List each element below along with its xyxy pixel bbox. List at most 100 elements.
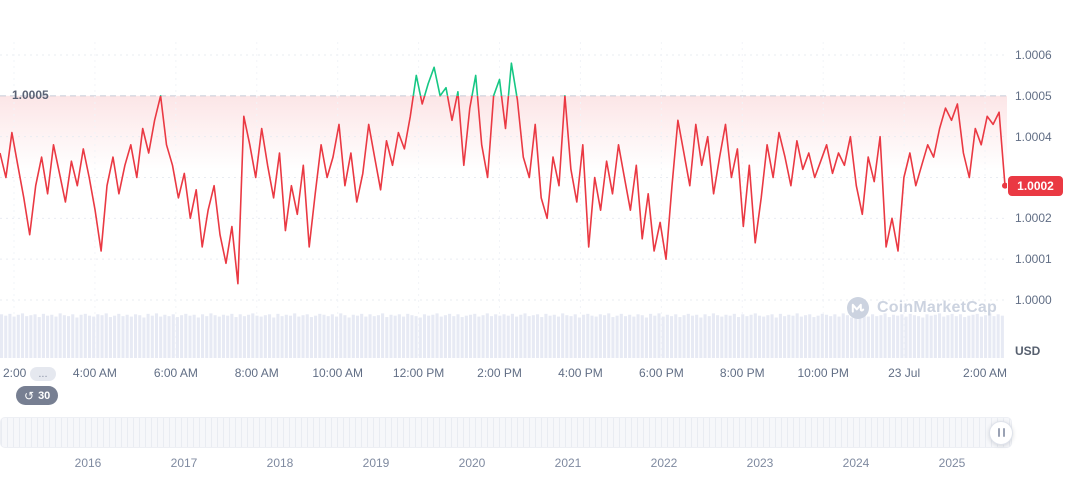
volume-bar (477, 316, 481, 358)
volume-bar (510, 313, 514, 358)
volume-bar (812, 317, 816, 358)
volume-bar (649, 313, 653, 358)
x-axis-label: 6:00 AM (153, 366, 198, 380)
volume-bar (297, 316, 301, 358)
volume-bar (364, 316, 368, 358)
volume-bar (611, 317, 615, 358)
volume-bar (908, 313, 912, 358)
volume-bar (988, 313, 992, 358)
volume-bar (79, 314, 83, 358)
volume-bar (992, 316, 996, 358)
volume-bar (711, 313, 715, 358)
x-axis-label: 8:00 PM (719, 366, 765, 380)
volume-bar (619, 313, 623, 358)
volume-bar (644, 317, 648, 358)
volume-bar (950, 313, 954, 358)
timeline-year-label[interactable]: 2020 (458, 456, 486, 470)
volume-bar (925, 314, 929, 358)
volume-bar (766, 315, 770, 358)
volume-bar (896, 315, 900, 358)
history-badge[interactable]: ↺ 30 (16, 386, 59, 405)
truncated-label-chip: ... (30, 367, 56, 381)
volume-bar (816, 315, 820, 358)
timeline-year-label[interactable]: 2019 (362, 456, 390, 470)
handle-grip-bar (1002, 428, 1005, 437)
volume-bar (175, 317, 179, 358)
volume-bar (762, 316, 766, 358)
volume-bar (845, 315, 849, 358)
volume-bar (963, 317, 967, 358)
volume-bar (887, 317, 891, 358)
volume-bar (661, 316, 665, 358)
timeline-year-label[interactable]: 2025 (938, 456, 966, 470)
timeline-year-label[interactable]: 2018 (266, 456, 294, 470)
volume-bar (448, 313, 452, 358)
timeline-year-label[interactable]: 2022 (650, 456, 678, 470)
volume-bar (125, 314, 129, 358)
price-line-red (0, 95, 1006, 285)
volume-bar (104, 313, 108, 358)
volume-bar (707, 316, 711, 358)
volume-bar (866, 316, 870, 358)
volume-bar (523, 313, 527, 358)
volume-bar (640, 315, 644, 358)
timeline-year-label[interactable]: 2024 (842, 456, 870, 470)
volume-bar (837, 316, 841, 358)
timeline-year-label[interactable]: 2017 (170, 456, 198, 470)
volume-bar (841, 313, 845, 358)
price-end-dot (1002, 182, 1007, 189)
volume-bar (946, 315, 950, 358)
volume-bar (343, 315, 347, 358)
volume-bar (958, 314, 963, 358)
volume-bar (62, 315, 66, 358)
volume-bar (720, 316, 724, 358)
volume-bar (502, 314, 506, 358)
volume-bar (770, 314, 774, 358)
volume-bar (217, 316, 221, 358)
volume-bar (226, 315, 230, 358)
timeline-year-label[interactable]: 2016 (74, 456, 102, 470)
volume-bar (565, 315, 569, 358)
volume-bar (573, 314, 577, 358)
volume-bar (854, 314, 858, 358)
volume-bar (393, 315, 397, 358)
volume-bar (862, 313, 866, 358)
volume-bar (657, 313, 661, 358)
volume-bar (536, 314, 540, 358)
timeline-year-label[interactable]: 2021 (554, 456, 582, 470)
volume-bar (695, 314, 699, 358)
volume-bar (209, 313, 213, 358)
volume-bar (276, 313, 280, 358)
volume-bar (787, 314, 791, 358)
timeline-year-label[interactable]: 2023 (746, 456, 774, 470)
volume-bar (900, 314, 904, 358)
price-chart-svg[interactable] (0, 0, 1007, 360)
chart-plot-area[interactable]: 1.0005 CoinMarketCap (0, 0, 1007, 360)
volume-bar (489, 316, 494, 358)
volume-bar (954, 316, 958, 358)
volume-bar (531, 315, 535, 358)
volume-bar (96, 314, 100, 358)
volume-bar (339, 313, 343, 358)
volume-bar (737, 317, 741, 358)
volume-bar (196, 317, 200, 358)
volume-bar (791, 315, 795, 358)
volume-bar (933, 314, 937, 358)
volume-bar (875, 316, 879, 358)
volume-bar (820, 313, 824, 358)
volume-bar (498, 315, 502, 358)
volume-bar (670, 316, 674, 358)
volume-bar (180, 315, 184, 358)
coinmarketcap-logo-icon (847, 297, 869, 319)
volume-bar (71, 314, 75, 358)
volume-bar (808, 314, 812, 358)
timeline-scrubber[interactable] (0, 417, 1013, 448)
volume-bar (146, 313, 150, 358)
volume-bar (4, 315, 8, 358)
volume-bar (883, 313, 887, 358)
volume-bar (636, 314, 640, 358)
volume-bar (326, 316, 330, 358)
scrubber-handle[interactable] (989, 420, 1013, 445)
volume-bar (205, 316, 209, 358)
volume-bar (87, 315, 92, 358)
